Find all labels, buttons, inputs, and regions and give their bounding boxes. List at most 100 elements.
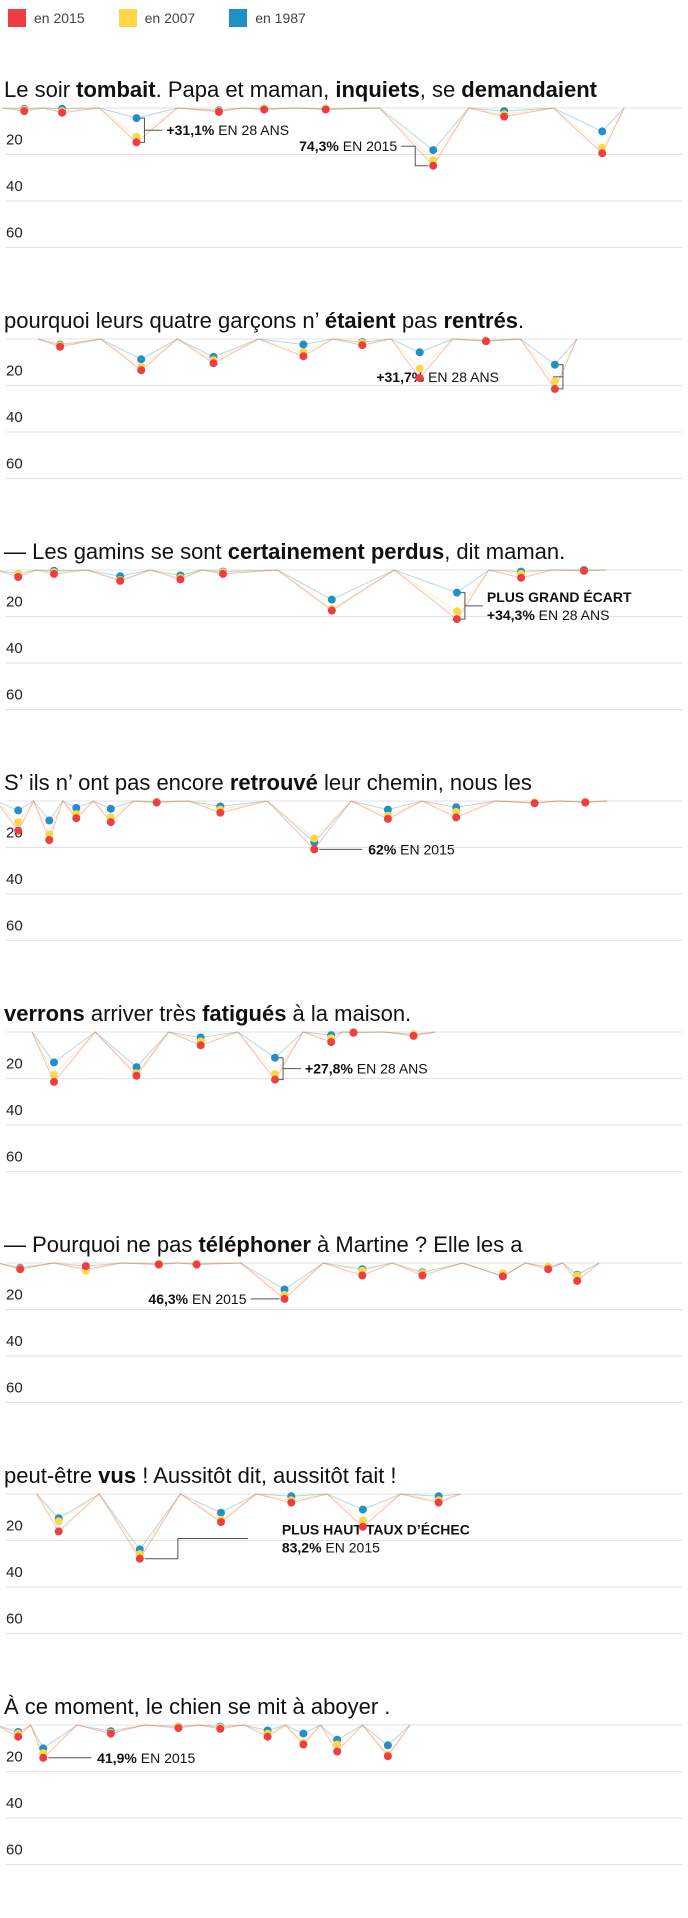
annotation-value: 83,2% <box>282 1539 322 1555</box>
chart-row-5: verrons arriver très fatigués à la maiso… <box>4 1001 682 1172</box>
dot-2007 <box>54 1517 63 1526</box>
annotation-value: +31,7% <box>376 369 424 385</box>
y-tick-label: 20 <box>6 1287 23 1304</box>
sentence-word-bold: vus <box>98 1463 136 1488</box>
chart-row-8: À ce moment, le chien se mit à aboyer . 2… <box>0 1694 682 1865</box>
dot-2015 <box>39 1753 48 1762</box>
annotation-label: PLUS HAUT TAUX D’ÉCHEC <box>282 1521 470 1537</box>
dot-2015 <box>310 845 319 854</box>
dot-2015 <box>260 105 269 114</box>
dot-2015 <box>263 1732 272 1741</box>
annotation-text: EN 2015 <box>339 138 398 154</box>
dot-2015 <box>106 1729 115 1738</box>
legend: en 2015 en 2007 en 1987 <box>8 8 306 28</box>
dot-2007 <box>358 1516 367 1525</box>
series-line-2015 <box>0 1724 411 1759</box>
annotation-value: +31,1% <box>166 122 214 138</box>
sentence-word: . <box>518 308 524 333</box>
sentence-word-bold: verrons <box>4 1001 85 1026</box>
dot-2015 <box>581 798 590 807</box>
legend-swatch-1987 <box>229 9 248 27</box>
sentence-text: peut-être vus ! Aussitôt dit, aussitôt f… <box>4 1463 397 1488</box>
dot-2015 <box>550 384 559 393</box>
annotation-value: 74,3% <box>299 138 339 154</box>
dot-2015 <box>418 1271 427 1280</box>
annotation-label: +31,7% EN 28 ANS <box>376 369 499 385</box>
dot-1987 <box>327 595 336 604</box>
sentence-word-bold: rentrés <box>443 308 518 333</box>
legend-swatch-2007 <box>118 9 137 27</box>
annotation-text: EN 2015 <box>188 1291 247 1307</box>
dot-2015 <box>280 1294 289 1303</box>
sentence-word: . Papa et maman, <box>156 77 336 102</box>
annotation-text: EN 28 ANS <box>214 122 289 138</box>
y-tick-label: 40 <box>6 1102 23 1119</box>
series-line-2015 <box>36 1493 461 1560</box>
dot-2015 <box>20 107 29 116</box>
dot-2015 <box>358 1271 367 1280</box>
dot-2015 <box>452 813 461 822</box>
dot-2015 <box>14 826 23 835</box>
sentence-word-bold: fatigués <box>202 1001 286 1026</box>
sentence-word: — Les gamins se sont <box>4 539 228 564</box>
dot-1987 <box>72 804 81 812</box>
dot-1987 <box>106 804 115 813</box>
annotation: 41,9% EN 2015 <box>48 1750 195 1766</box>
dot-2015 <box>196 1041 205 1050</box>
series-line-2015 <box>2 107 625 167</box>
annotation-value: 46,3% <box>148 1291 188 1307</box>
dot-2015 <box>192 1260 201 1269</box>
sentence-text: pourquoi leurs quatre garçons n’ étaient… <box>4 308 524 333</box>
dot-1987 <box>137 355 146 364</box>
annotation-label: 46,3% EN 2015 <box>148 1291 246 1307</box>
dot-2015 <box>299 352 308 361</box>
dot-2015 <box>50 1077 58 1086</box>
y-tick-label: 40 <box>6 178 23 195</box>
annotation: PLUS GRAND ÉCART +34,3% EN 28 ANS <box>459 589 632 623</box>
sentence-word: leur chemin, nous les <box>318 770 532 795</box>
dot-2015 <box>154 1260 163 1269</box>
legend-label-2015: en 2015 <box>34 10 85 26</box>
annotation: +31,1% EN 28 ANS <box>139 117 289 143</box>
annotation-label: 62% EN 2015 <box>368 841 455 857</box>
annotation-label: +31,1% EN 28 ANS <box>166 122 289 138</box>
dot-2007 <box>14 818 23 827</box>
dot-2015 <box>135 1554 144 1563</box>
annotation-text: EN 2015 <box>396 841 455 857</box>
sentence-text: Le soir tombait. Papa et maman, inquiets… <box>4 77 598 102</box>
dot-1987 <box>358 1505 367 1514</box>
sentence-word: À ce moment, le chien se mit à aboyer . <box>4 1694 390 1719</box>
dot-1987 <box>598 127 607 136</box>
dot-2015 <box>383 814 392 823</box>
y-tick-label: 20 <box>6 1749 23 1766</box>
series-line-1987 <box>0 1262 600 1291</box>
dot-2015 <box>137 366 146 375</box>
dot-2015 <box>56 342 65 351</box>
dot-1987 <box>132 114 141 123</box>
series-line-1987 <box>36 1493 461 1551</box>
dot-2015 <box>271 1075 279 1084</box>
dot-2015 <box>214 107 223 116</box>
sentence-word: pourquoi leurs quatre garçons n’ <box>4 308 325 333</box>
sentence-word: S’ ils n’ ont pas encore <box>4 770 230 795</box>
dot-1987 <box>45 816 54 825</box>
annotation-value: 41,9% <box>97 1750 137 1766</box>
sentence-text: À ce moment, le chien se mit à aboyer . <box>4 1694 390 1719</box>
y-tick-label: 40 <box>6 1795 23 1812</box>
annotation-text: EN 28 ANS <box>424 369 499 385</box>
dot-2015 <box>216 1724 225 1733</box>
sentence-word: , se <box>420 77 462 102</box>
dot-2007 <box>550 377 559 386</box>
chart-row-3: — Les gamins se sont certainement perdus… <box>0 539 682 710</box>
dot-2015 <box>58 108 67 117</box>
dot-2015 <box>81 1262 90 1271</box>
annotation-text: EN 28 ANS <box>535 607 610 623</box>
dot-1987 <box>14 806 23 815</box>
legend-label-1987: en 1987 <box>255 10 306 26</box>
dot-2015 <box>530 799 539 808</box>
annotation: +27,8% EN 28 ANS <box>278 1057 428 1081</box>
y-tick-label: 60 <box>6 1149 23 1166</box>
dot-2015 <box>500 112 509 121</box>
annotation-value: 62% <box>368 841 397 857</box>
